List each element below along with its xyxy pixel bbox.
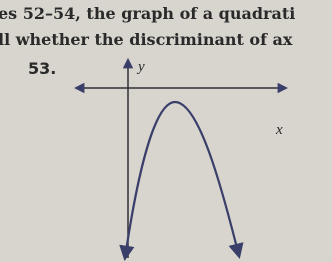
x-axis-label: x: [275, 122, 283, 138]
parabola: [119, 100, 244, 262]
y-axis-label: y: [136, 59, 145, 75]
header-line: ll whether the discriminant of ax: [0, 30, 293, 49]
header-line: es 52–54, the graph of a quadrati: [0, 4, 295, 23]
problem-number: 53.: [28, 59, 56, 78]
